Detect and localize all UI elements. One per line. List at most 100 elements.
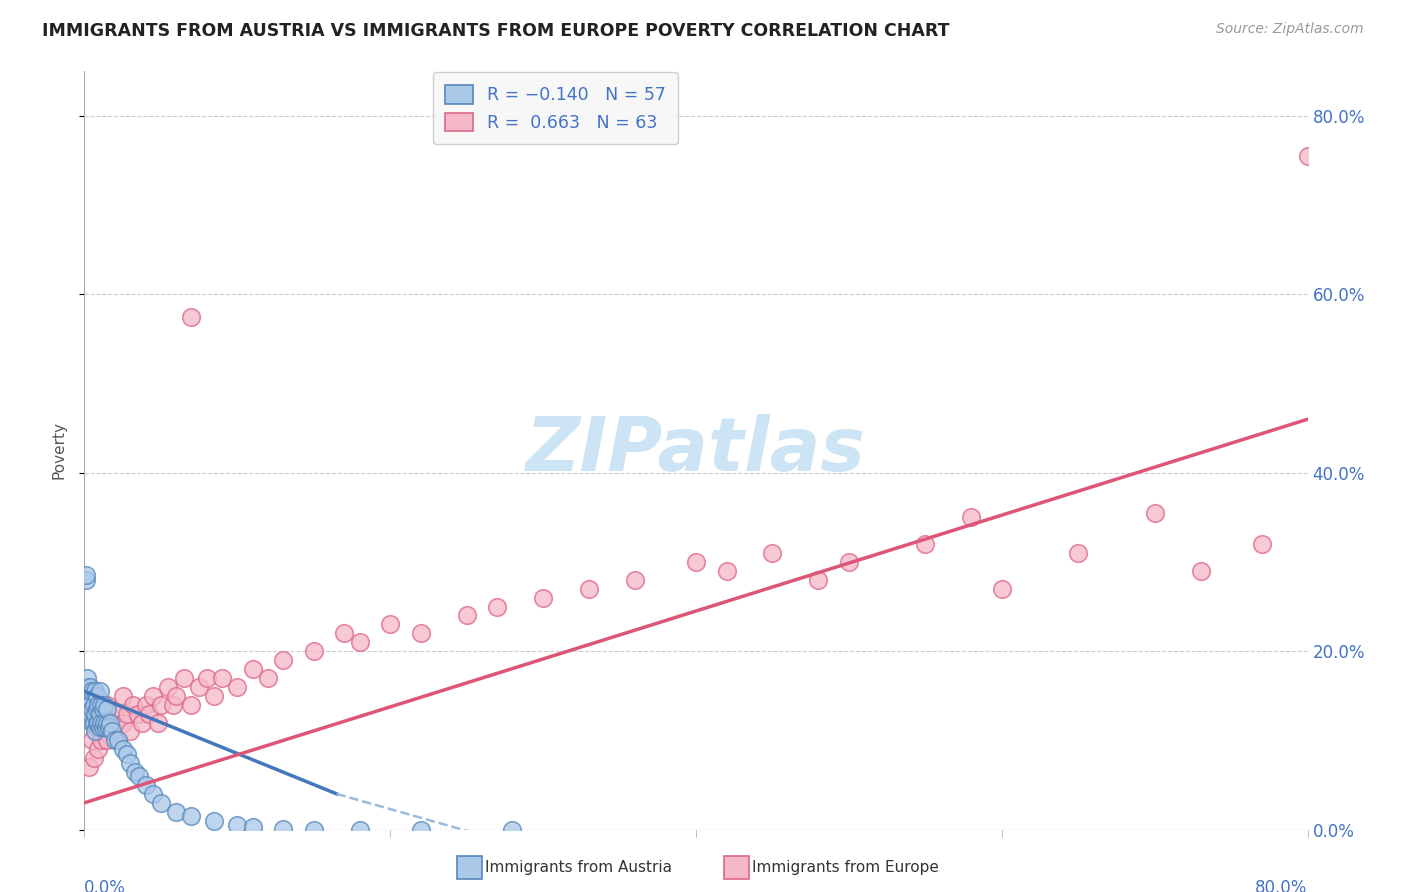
Point bbox=[111, 689, 134, 703]
Point bbox=[226, 680, 249, 694]
Text: ZIPatlas: ZIPatlas bbox=[526, 414, 866, 487]
Point bbox=[380, 617, 402, 632]
Point bbox=[271, 822, 294, 836]
Point bbox=[83, 751, 105, 765]
Point bbox=[77, 760, 100, 774]
Point bbox=[84, 724, 107, 739]
Point bbox=[111, 715, 134, 730]
Point bbox=[807, 573, 830, 587]
Point bbox=[486, 599, 509, 614]
Point bbox=[716, 564, 738, 578]
Point bbox=[120, 724, 142, 739]
Point bbox=[349, 822, 371, 837]
Point bbox=[142, 689, 165, 703]
Point bbox=[624, 573, 647, 587]
Point bbox=[1250, 537, 1272, 551]
Point bbox=[349, 635, 371, 649]
Text: IMMIGRANTS FROM AUSTRIA VS IMMIGRANTS FROM EUROPE POVERTY CORRELATION CHART: IMMIGRANTS FROM AUSTRIA VS IMMIGRANTS FR… bbox=[42, 22, 949, 40]
Point bbox=[242, 662, 264, 676]
Point bbox=[195, 671, 218, 685]
Point bbox=[86, 715, 108, 730]
Point bbox=[226, 818, 249, 832]
Text: Immigrants from Europe: Immigrants from Europe bbox=[752, 860, 939, 874]
Text: 80.0%: 80.0% bbox=[1256, 879, 1308, 892]
Point bbox=[146, 715, 169, 730]
Point bbox=[138, 706, 160, 721]
Point bbox=[180, 698, 202, 712]
Point bbox=[76, 671, 98, 685]
Point bbox=[87, 698, 110, 712]
Point bbox=[107, 733, 129, 747]
Point bbox=[79, 698, 101, 712]
Point bbox=[75, 573, 97, 587]
Point bbox=[302, 644, 325, 658]
Point bbox=[104, 733, 127, 747]
Point bbox=[84, 684, 107, 698]
Point bbox=[124, 764, 146, 779]
Point bbox=[96, 715, 118, 730]
Point bbox=[120, 756, 142, 770]
Point bbox=[76, 680, 98, 694]
Point bbox=[202, 689, 225, 703]
Point bbox=[80, 715, 103, 730]
Point bbox=[211, 671, 233, 685]
Point bbox=[79, 680, 101, 694]
Point bbox=[87, 715, 110, 730]
Point bbox=[89, 684, 111, 698]
Point bbox=[75, 568, 97, 582]
Point bbox=[93, 724, 115, 739]
Point bbox=[83, 715, 105, 730]
Point bbox=[90, 733, 112, 747]
Point bbox=[333, 626, 356, 640]
Point bbox=[122, 698, 145, 712]
Point bbox=[98, 715, 121, 730]
Y-axis label: Poverty: Poverty bbox=[51, 421, 66, 480]
Point bbox=[80, 733, 103, 747]
Point bbox=[142, 787, 165, 801]
Point bbox=[685, 555, 707, 569]
Point bbox=[86, 689, 108, 703]
Point bbox=[96, 733, 118, 747]
Point bbox=[180, 310, 202, 324]
Point bbox=[89, 706, 111, 721]
Point bbox=[89, 720, 111, 734]
Point bbox=[531, 591, 554, 605]
Point bbox=[90, 715, 112, 730]
Point bbox=[91, 702, 114, 716]
Point bbox=[80, 684, 103, 698]
Point bbox=[409, 626, 432, 640]
Point bbox=[97, 720, 120, 734]
Point bbox=[115, 706, 138, 721]
Point bbox=[162, 698, 184, 712]
Point bbox=[79, 706, 101, 721]
Text: 0.0%: 0.0% bbox=[84, 879, 127, 892]
Point bbox=[96, 702, 118, 716]
Point bbox=[91, 720, 114, 734]
Point bbox=[115, 747, 138, 761]
Point bbox=[578, 582, 600, 596]
Point bbox=[104, 706, 127, 721]
Point bbox=[302, 822, 325, 837]
Point bbox=[94, 720, 117, 734]
Point bbox=[96, 698, 118, 712]
Point bbox=[87, 742, 110, 756]
Point bbox=[242, 820, 264, 834]
Point bbox=[838, 555, 860, 569]
Point bbox=[86, 715, 108, 730]
Point bbox=[1189, 564, 1212, 578]
Point bbox=[761, 546, 783, 560]
Point bbox=[90, 698, 112, 712]
Point bbox=[77, 698, 100, 712]
Point bbox=[107, 733, 129, 747]
Point bbox=[1143, 506, 1166, 520]
Point bbox=[89, 724, 111, 739]
Point bbox=[165, 689, 187, 703]
Point bbox=[914, 537, 936, 551]
Point bbox=[173, 671, 195, 685]
Point bbox=[1296, 149, 1319, 163]
Point bbox=[149, 796, 172, 810]
Point bbox=[86, 702, 108, 716]
Point bbox=[257, 671, 280, 685]
Point bbox=[128, 769, 150, 783]
Text: Immigrants from Austria: Immigrants from Austria bbox=[485, 860, 672, 874]
